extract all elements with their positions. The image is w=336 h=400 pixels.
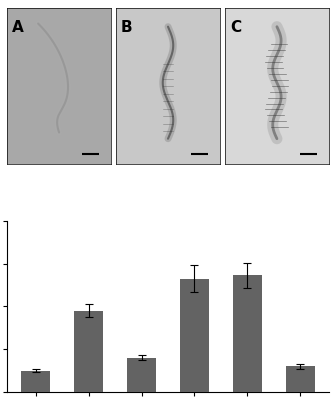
Bar	[22, 371, 50, 392]
Bar	[286, 366, 314, 392]
Bar	[127, 358, 156, 392]
Bar	[180, 278, 209, 392]
Text: A: A	[12, 20, 24, 36]
Text: B: B	[121, 20, 132, 36]
Text: C: C	[230, 20, 241, 36]
Bar	[233, 275, 262, 392]
Bar	[74, 311, 103, 392]
